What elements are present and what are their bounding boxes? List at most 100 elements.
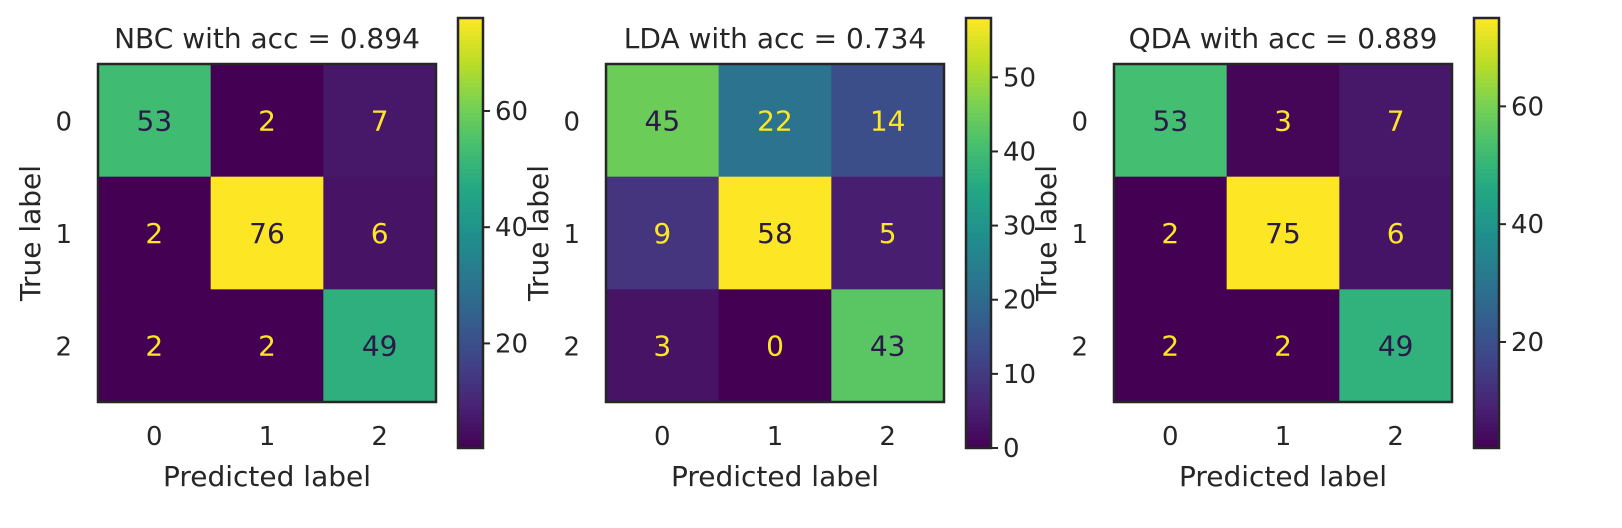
colorbar-segment (966, 224, 991, 230)
colorbar-segment (1474, 181, 1499, 187)
colorbar-segment (966, 125, 991, 131)
colorbar-segment (1474, 362, 1499, 367)
colorbar-segment (458, 99, 483, 105)
colorbar-segment (458, 263, 483, 268)
colorbar-segment (458, 43, 483, 49)
colorbar-segment (966, 357, 991, 363)
colorbar-segment (1474, 18, 1499, 23)
colorbar-segment (1474, 142, 1499, 148)
cell-value-r1-c1: 58 (757, 217, 793, 250)
colorbar-segment (1474, 35, 1499, 41)
colorbar-segment (1474, 194, 1499, 200)
colorbar-segment (1474, 439, 1499, 445)
heatmap-cell-r2-c0 (98, 289, 212, 403)
colorbar-segment (966, 202, 991, 208)
heatmap-cell-r1-c2 (831, 176, 945, 290)
colorbar-segment (966, 151, 991, 157)
heatmap-cell-r2-c2 (1339, 289, 1453, 403)
colorbar-segment (458, 224, 483, 230)
x-tick-label-1: 1 (767, 422, 784, 452)
colorbar-segment (966, 215, 991, 221)
colorbar-segment (458, 73, 483, 79)
colorbar-segment (1474, 267, 1499, 273)
x-axis-label: Predicted label (671, 460, 879, 493)
colorbar-segment (966, 108, 991, 114)
colorbar-segment (1474, 99, 1499, 105)
colorbar-segment (458, 211, 483, 217)
colorbar-segment (966, 185, 991, 191)
colorbar-segment (966, 43, 991, 49)
colorbar-segment (966, 22, 991, 28)
colorbar-segment (966, 413, 991, 419)
colorbar-segment (966, 121, 991, 127)
colorbar-segment (1474, 228, 1499, 234)
cell-value-r2-c2: 49 (362, 330, 398, 363)
colorbar-segment (966, 422, 991, 428)
colorbar-segment (966, 319, 991, 324)
colorbar-segment (966, 190, 991, 195)
y-tick-label-2: 2 (1071, 333, 1088, 363)
colorbar-segment (1474, 250, 1499, 256)
colorbar-segment (1474, 422, 1499, 428)
colorbar-segment (966, 288, 991, 294)
heatmap-cell-r1-c0 (1114, 176, 1228, 290)
cell-value-r1-c0: 2 (145, 217, 163, 250)
colorbar-segment (1474, 116, 1499, 122)
colorbar-segment (966, 387, 991, 393)
colorbar-segment (1474, 370, 1499, 376)
heatmap-cell-r1-c2 (323, 176, 437, 290)
colorbar-tick-label-0: 0 (1003, 434, 1020, 464)
heatmap-cell-r0-c2 (323, 64, 437, 178)
colorbar-segment (458, 104, 483, 109)
colorbar-segment (966, 267, 991, 273)
colorbar-segment (458, 276, 483, 281)
heatmap-cell-r0-c0 (98, 64, 212, 178)
colorbar-segment (1474, 409, 1499, 415)
colorbar-segment (1474, 168, 1499, 174)
colorbar-frame (456, 16, 485, 450)
heatmap-cell-r1-c0 (98, 176, 212, 290)
heatmap-cell-r2-c2 (323, 289, 437, 403)
colorbar-segment (1474, 379, 1499, 385)
colorbar-segment (1474, 400, 1499, 406)
colorbar-segment (1474, 319, 1499, 324)
colorbar-segment (458, 151, 483, 157)
colorbar-segment (458, 190, 483, 195)
colorbar-segment (966, 91, 991, 96)
colorbar-segment (1474, 314, 1499, 320)
colorbar-segment (1474, 108, 1499, 114)
colorbar-segment (966, 417, 991, 423)
colorbar-segment (1474, 387, 1499, 393)
colorbar-segment (1474, 65, 1499, 71)
cell-value-r2-c1: 2 (258, 330, 276, 363)
colorbar-segment (458, 69, 483, 75)
heatmap-cell-r1-c1 (210, 176, 324, 290)
colorbar-segment (1474, 430, 1499, 436)
colorbar-segment (966, 116, 991, 122)
colorbar-segment (458, 18, 483, 23)
heatmap-cell-r2-c1 (210, 289, 324, 403)
colorbar-segment (966, 263, 991, 268)
colorbar-segment (1474, 340, 1499, 346)
colorbar-tick-label-3: 30 (1003, 212, 1036, 242)
colorbar-segment (1474, 301, 1499, 307)
colorbar-segment (1474, 134, 1499, 139)
x-tick-label-1: 1 (259, 422, 276, 452)
colorbar-segment (1474, 443, 1499, 449)
colorbar-segment (458, 340, 483, 346)
colorbar-segment (1474, 241, 1499, 247)
colorbar-segment (1474, 172, 1499, 178)
colorbar-segment (966, 18, 991, 23)
cell-value-r0-c1: 22 (757, 104, 793, 137)
colorbar-segment (1474, 121, 1499, 127)
colorbar-segment (458, 435, 483, 440)
colorbar-segment (458, 241, 483, 247)
colorbar-segment (966, 409, 991, 415)
colorbar-segment (966, 164, 991, 170)
colorbar-segment (1474, 288, 1499, 294)
colorbar-segment (1474, 271, 1499, 277)
cell-value-r0-c0: 53 (1153, 104, 1189, 137)
y-tick-label-1: 1 (1071, 220, 1088, 250)
colorbar-segment (458, 319, 483, 324)
colorbar-segment (1474, 202, 1499, 208)
